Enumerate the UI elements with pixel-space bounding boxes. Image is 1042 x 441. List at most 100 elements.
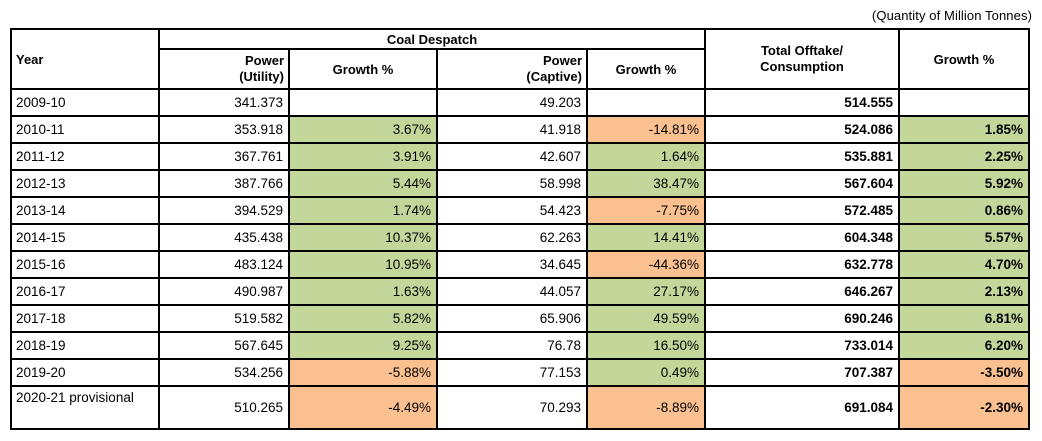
year-cell: 2016-17 — [10, 277, 160, 306]
growth-captive-cell: 0.49% — [586, 358, 706, 387]
column-header-power-captive: Power (Captive) — [436, 48, 588, 90]
year-cell: 2014-15 — [10, 223, 160, 252]
column-header-year: Year — [10, 28, 160, 90]
power-captive-cell: 41.918 — [436, 115, 588, 144]
total-offtake-cell: 690.246 — [704, 304, 900, 333]
power-captive-cell: 54.423 — [436, 196, 588, 225]
table-row: 2014-15 435.438 10.37% 62.263 14.41% 604… — [10, 223, 1030, 252]
power-utility-cell: 353.918 — [158, 115, 290, 144]
total-offtake-cell: 632.778 — [704, 250, 900, 279]
growth-utility-cell — [288, 88, 438, 117]
power-utility-cell: 367.761 — [158, 142, 290, 171]
growth-utility-cell: 5.82% — [288, 304, 438, 333]
column-header-total-offtake: Total Offtake/ Consumption — [704, 28, 900, 90]
growth-total-cell: 4.70% — [898, 250, 1030, 279]
power-utility-cell: 534.256 — [158, 358, 290, 387]
power-captive-cell: 70.293 — [436, 385, 588, 430]
table-row: 2019-20 534.256 -5.88% 77.153 0.49% 707.… — [10, 358, 1030, 387]
growth-total-cell: -3.50% — [898, 358, 1030, 387]
table-row: 2016-17 490.987 1.63% 44.057 27.17% 646.… — [10, 277, 1030, 306]
growth-utility-cell: 3.91% — [288, 142, 438, 171]
growth-captive-cell: -8.89% — [586, 385, 706, 430]
power-captive-cell: 62.263 — [436, 223, 588, 252]
table-row: 2009-10 341.373 49.203 514.555 — [10, 88, 1030, 117]
growth-captive-cell: 16.50% — [586, 331, 706, 360]
growth-total-cell: 2.13% — [898, 277, 1030, 306]
growth-captive-cell: 14.41% — [586, 223, 706, 252]
power-captive-cell: 34.645 — [436, 250, 588, 279]
growth-total-cell: 5.92% — [898, 169, 1030, 198]
growth-total-cell: 0.86% — [898, 196, 1030, 225]
growth-total-cell: 5.57% — [898, 223, 1030, 252]
growth-total-cell: 6.20% — [898, 331, 1030, 360]
growth-total-cell: -2.30% — [898, 385, 1030, 430]
table-row: 2013-14 394.529 1.74% 54.423 -7.75% 572.… — [10, 196, 1030, 225]
growth-captive-cell: -7.75% — [586, 196, 706, 225]
table-body: 2009-10 341.373 49.203 514.555 2010-11 3… — [10, 88, 1030, 430]
year-cell: 2015-16 — [10, 250, 160, 279]
table-header: Year Coal Despatch Total Offtake/ Consum… — [10, 28, 1030, 90]
year-cell: 2019-20 — [10, 358, 160, 387]
year-cell: 2011-12 — [10, 142, 160, 171]
growth-utility-cell: 1.74% — [288, 196, 438, 225]
total-offtake-cell: 733.014 — [704, 331, 900, 360]
total-offtake-cell: 514.555 — [704, 88, 900, 117]
year-cell: 2018-19 — [10, 331, 160, 360]
year-cell: 2013-14 — [10, 196, 160, 225]
power-utility-cell: 567.645 — [158, 331, 290, 360]
power-captive-cell: 49.203 — [436, 88, 588, 117]
table-row: 2018-19 567.645 9.25% 76.78 16.50% 733.0… — [10, 331, 1030, 360]
growth-total-cell — [898, 88, 1030, 117]
growth-utility-cell: -5.88% — [288, 358, 438, 387]
growth-total-cell: 6.81% — [898, 304, 1030, 333]
growth-captive-cell: -44.36% — [586, 250, 706, 279]
column-header-growth-utility: Growth % — [288, 48, 438, 90]
total-offtake-line2: Consumption — [760, 59, 844, 74]
column-header-power-utility: Power (Utility) — [158, 48, 290, 90]
total-offtake-cell: 524.086 — [704, 115, 900, 144]
total-offtake-cell: 567.604 — [704, 169, 900, 198]
total-offtake-cell: 707.387 — [704, 358, 900, 387]
growth-captive-cell: 1.64% — [586, 142, 706, 171]
column-header-growth-total: Growth % — [898, 28, 1030, 90]
growth-captive-cell — [586, 88, 706, 117]
power-captive-cell: 42.607 — [436, 142, 588, 171]
growth-utility-cell: 5.44% — [288, 169, 438, 198]
year-cell: 2010-11 — [10, 115, 160, 144]
unit-note: (Quantity of Million Tonnes) — [871, 8, 1032, 23]
total-offtake-cell: 691.084 — [704, 385, 900, 430]
year-cell: 2009-10 — [10, 88, 160, 117]
header-row-top: Year Coal Despatch Total Offtake/ Consum… — [10, 28, 1030, 90]
growth-utility-cell: 10.37% — [288, 223, 438, 252]
power-utility-cell: 387.766 — [158, 169, 290, 198]
power-captive-cell: 44.057 — [436, 277, 588, 306]
power-utility-cell: 394.529 — [158, 196, 290, 225]
growth-total-cell: 2.25% — [898, 142, 1030, 171]
power-utility-cell: 510.265 — [158, 385, 290, 430]
power-captive-line2: (Captive) — [526, 69, 582, 84]
growth-captive-cell: -14.81% — [586, 115, 706, 144]
table-row: 2015-16 483.124 10.95% 34.645 -44.36% 63… — [10, 250, 1030, 279]
total-offtake-cell: 572.485 — [704, 196, 900, 225]
power-utility-cell: 341.373 — [158, 88, 290, 117]
year-cell: 2017-18 — [10, 304, 160, 333]
column-group-header-coal-despatch: Coal Despatch — [158, 28, 706, 50]
total-offtake-cell: 604.348 — [704, 223, 900, 252]
growth-captive-cell: 49.59% — [586, 304, 706, 333]
total-offtake-cell: 535.881 — [704, 142, 900, 171]
table-row: 2010-11 353.918 3.67% 41.918 -14.81% 524… — [10, 115, 1030, 144]
year-cell: 2020-21 provisional — [10, 385, 160, 430]
growth-utility-cell: -4.49% — [288, 385, 438, 430]
growth-utility-cell: 9.25% — [288, 331, 438, 360]
power-captive-cell: 65.906 — [436, 304, 588, 333]
growth-captive-cell: 27.17% — [586, 277, 706, 306]
year-cell: 2012-13 — [10, 169, 160, 198]
power-captive-line1: Power — [542, 52, 582, 68]
power-utility-cell: 519.582 — [158, 304, 290, 333]
coal-despatch-table: Year Coal Despatch Total Offtake/ Consum… — [10, 28, 1030, 430]
power-utility-cell: 490.987 — [158, 277, 290, 306]
power-utility-line2: (Utility) — [239, 69, 284, 84]
column-header-growth-captive: Growth % — [586, 48, 706, 90]
table-row: 2017-18 519.582 5.82% 65.906 49.59% 690.… — [10, 304, 1030, 333]
